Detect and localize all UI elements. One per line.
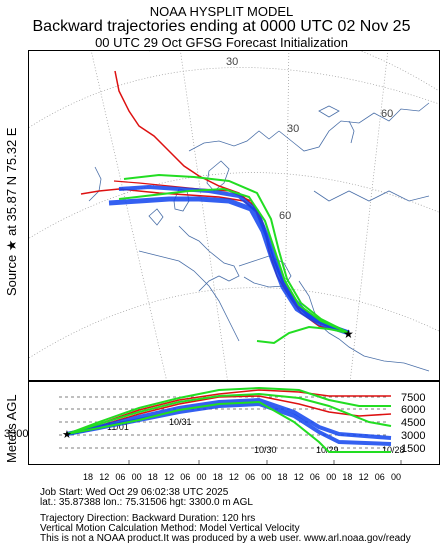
time-tick-label: 18 (277, 472, 287, 482)
date-label-1031: 10/31 (169, 417, 192, 427)
vertical-profile-panel: 11/01 10/31 10/30 10/29 10/28 ★ 3300 750… (28, 381, 440, 465)
time-tick-labels: 18 12 06 00 18 12 06 00 18 12 06 00 18 12 06 00 18 12 06 00 (83, 472, 401, 482)
time-tick-label: 06 (180, 472, 190, 482)
time-tick-label: 12 (359, 472, 369, 482)
time-tick-label: 12 (229, 472, 239, 482)
direction-info: Trajectory Direction: Backward Duration:… (40, 513, 256, 524)
time-tick-label: 12 (164, 472, 174, 482)
time-tick-label: 12 (99, 472, 109, 482)
time-tick-label: 18 (148, 472, 158, 482)
day-markers (128, 460, 402, 464)
time-tick-label: 00 (326, 472, 336, 482)
grid-label-lat-60: 60 (279, 210, 291, 222)
time-tick-label: 06 (115, 472, 125, 482)
vertical-motion-info: Vertical Motion Calculation Method: Mode… (40, 523, 300, 534)
vertical-source-star-icon: ★ (62, 429, 72, 441)
height-tick-3000: 3000 (401, 430, 425, 442)
time-tick-label: 00 (261, 472, 271, 482)
grid-label-lat-30-top: 30 (226, 56, 238, 68)
location-info: lat.: 35.87388 lon.: 75.31506 hgt: 3300.… (40, 497, 253, 508)
grid-label-lon-30: 30 (287, 123, 299, 135)
time-tick-label: 00 (196, 472, 206, 482)
height-trajectories (66, 386, 392, 453)
map-canvas: 30 30 60 60 ★ (29, 51, 439, 380)
date-label-1101: 11/01 (107, 422, 129, 432)
time-tick-label: 06 (310, 472, 320, 482)
height-tick-7500: 7500 (401, 392, 425, 404)
initialization-subtitle: 00 UTC 29 Oct GFSG Forecast Initializati… (95, 35, 348, 50)
time-tick-label: 18 (213, 472, 223, 482)
trajectory-lines (80, 70, 350, 345)
time-tick-label: 12 (294, 472, 304, 482)
height-tick-6000: 6000 (401, 404, 425, 416)
height-tick-4500: 4500 (401, 417, 425, 429)
vertical-profile-canvas: 11/01 10/31 10/30 10/29 10/28 ★ 3300 750… (59, 386, 425, 464)
time-tick-label: 18 (83, 472, 93, 482)
job-start-info: Job Start: Wed Oct 29 06:02:38 UTC 2025 (40, 487, 229, 498)
date-label-1028: 10/28 (382, 445, 405, 455)
source-star-icon: ★ (343, 327, 354, 341)
grid-label-lon-60-top: 60 (381, 108, 393, 120)
model-title: NOAA HYSPLIT MODEL (149, 4, 294, 19)
source-height-side-label: 3300 (4, 428, 29, 440)
time-tick-label: 06 (375, 472, 385, 482)
trajectory-title: Backward trajectories ending at 0000 UTC… (32, 18, 411, 35)
source-location-label: Source ★ at 35.87 N 75.32 E (4, 127, 19, 296)
trajectory-map: 30 30 60 60 ★ (28, 50, 440, 381)
time-tick-label: 18 (342, 472, 352, 482)
time-tick-label: 06 (245, 472, 255, 482)
map-grid (29, 51, 439, 380)
height-tick-1500: 1500 (401, 443, 425, 455)
coastlines (88, 102, 430, 372)
disclaimer-info: This is not a NOAA product.It was produc… (40, 533, 411, 544)
date-label-1030: 10/30 (254, 445, 277, 455)
time-tick-label: 00 (132, 472, 142, 482)
time-tick-label: 00 (391, 472, 401, 482)
time-axis: 18 12 06 00 18 12 06 00 18 12 06 00 18 12 06 00 18 12 06 00 (83, 472, 401, 482)
